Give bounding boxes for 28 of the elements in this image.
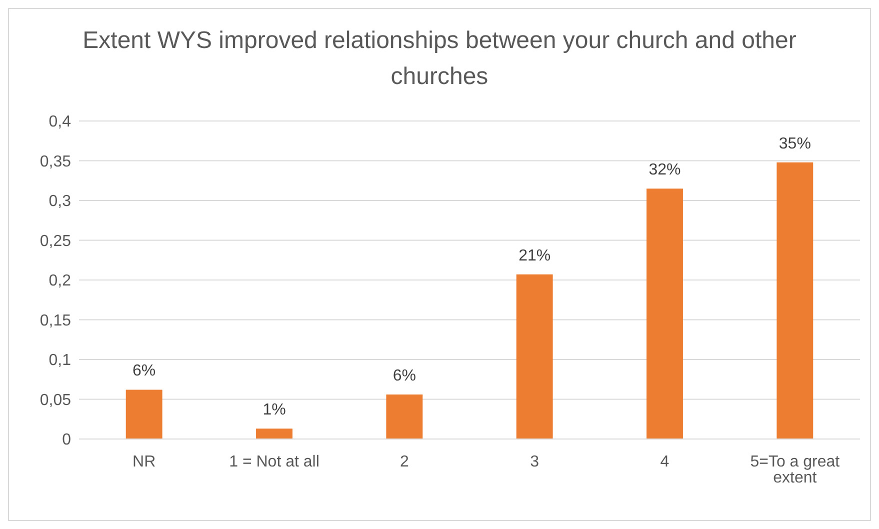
- x-tick-label: 1 = Not at all: [229, 453, 320, 470]
- bar: [256, 428, 292, 439]
- data-label: 21%: [518, 247, 551, 264]
- y-tick-label: 0: [62, 432, 72, 449]
- data-label: 32%: [648, 162, 681, 179]
- y-tick-label: 0,25: [40, 232, 72, 250]
- x-tick-label: 3: [530, 453, 540, 470]
- bar: [516, 274, 553, 439]
- data-label: 35%: [778, 135, 811, 152]
- chart-title: Extent WYS improved relationships between your church and other churches: [82, 26, 798, 92]
- y-tick-label: 0,35: [40, 153, 72, 170]
- bar: [776, 162, 814, 439]
- data-label: 6%: [132, 362, 156, 380]
- bar: [126, 390, 162, 439]
- data-label: 6%: [392, 367, 416, 384]
- y-tick-label: 0,1: [48, 352, 72, 370]
- x-tick-label: NR: [132, 453, 156, 470]
- y-tick-label: 0,3: [48, 193, 72, 210]
- y-tick-label: 0,4: [48, 114, 72, 131]
- bar: [386, 394, 423, 439]
- bar: [646, 188, 683, 439]
- y-tick-label: 0,05: [40, 392, 72, 409]
- x-tick-label: 2: [400, 453, 409, 470]
- y-tick-label: 0,15: [40, 312, 72, 330]
- x-tick-label: 5=To a great extent: [750, 453, 840, 486]
- x-tick-label: 4: [660, 453, 670, 470]
- y-tick-label: 0,2: [48, 272, 72, 290]
- data-label: 1%: [262, 402, 286, 419]
